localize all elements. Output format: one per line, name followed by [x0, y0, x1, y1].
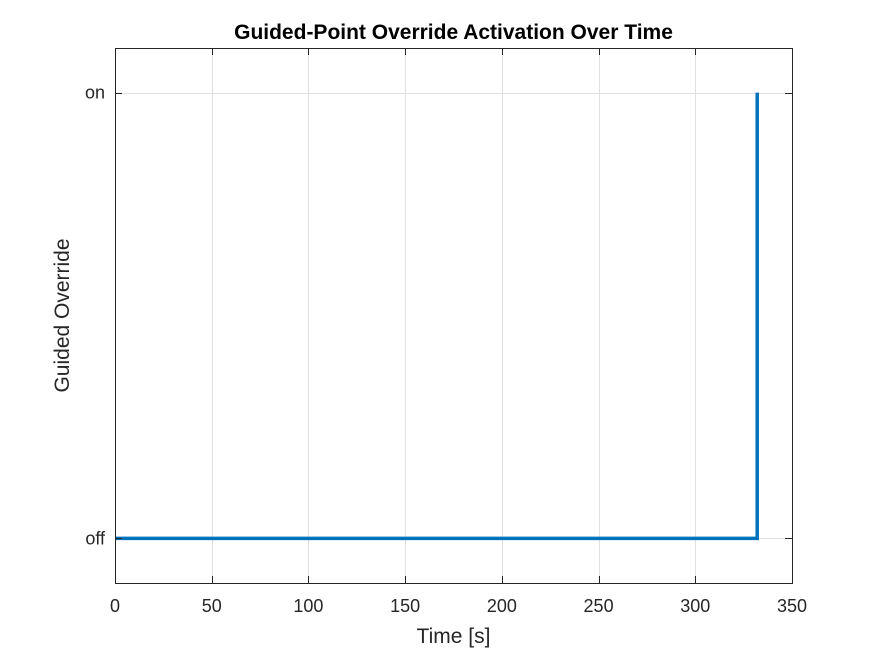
x-tick-label: 0	[110, 596, 120, 616]
x-tick-label: 300	[680, 596, 710, 616]
x-tick-label: 50	[202, 596, 222, 616]
x-tick-label: 250	[584, 596, 614, 616]
x-tick-label: 350	[777, 596, 807, 616]
plot-area	[115, 48, 792, 583]
x-tick-label: 100	[293, 596, 323, 616]
chart-title: Guided-Point Override Activation Over Ti…	[234, 21, 673, 44]
x-tick-label: 150	[390, 596, 420, 616]
y-tick-label: off	[85, 528, 106, 548]
y-tick-label: on	[85, 83, 105, 103]
x-axis-label: Time [s]	[417, 625, 491, 648]
axes-box	[115, 48, 793, 584]
series-line	[115, 92, 759, 541]
x-tick-label: 200	[487, 596, 517, 616]
series-layer	[115, 92, 759, 541]
y-axis-label: Guided Override	[51, 238, 74, 392]
ticks: 0 50 100 150 200 250 300 350 off on	[85, 48, 807, 616]
